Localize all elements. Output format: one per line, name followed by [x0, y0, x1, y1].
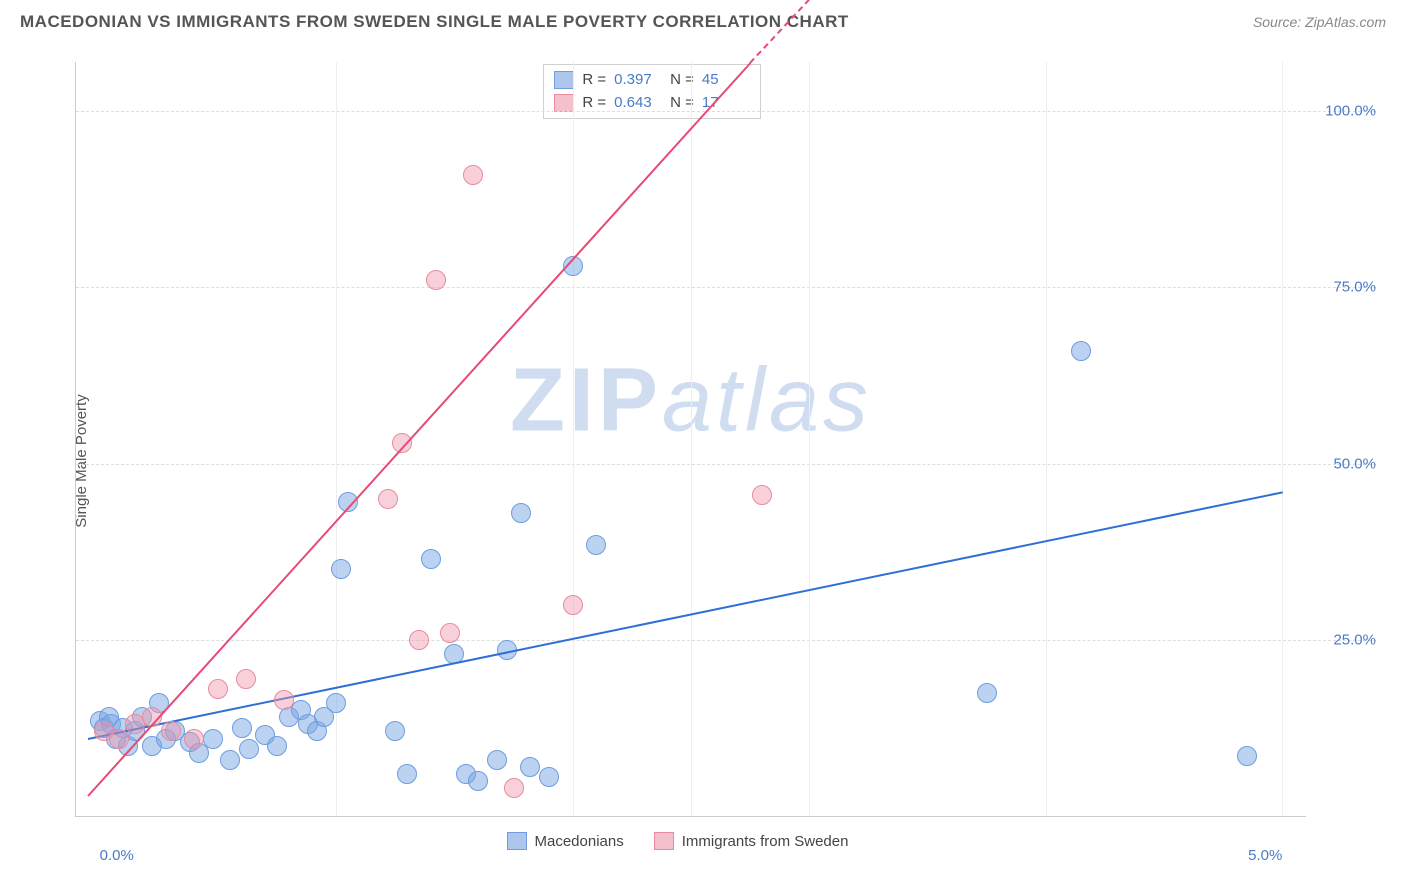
scatter-point	[203, 729, 223, 749]
chart-container: Single Male Poverty ZIPatlas R =0.397N =…	[20, 50, 1386, 872]
scatter-point	[208, 679, 228, 699]
chart-title: MACEDONIAN VS IMMIGRANTS FROM SWEDEN SIN…	[20, 12, 849, 32]
stat-r-value: 0.397	[614, 69, 662, 92]
scatter-point	[586, 535, 606, 555]
scatter-point	[331, 559, 351, 579]
scatter-point	[109, 729, 129, 749]
legend-stat-row: R =0.397N =45	[554, 69, 750, 92]
scatter-point	[385, 721, 405, 741]
scatter-point	[463, 165, 483, 185]
legend-label: Immigrants from Sweden	[682, 833, 849, 850]
x-tick-label: 5.0%	[1248, 847, 1282, 864]
legend-series: Macedonians Immigrants from Sweden	[507, 832, 849, 850]
scatter-point	[563, 595, 583, 615]
scatter-point	[326, 693, 346, 713]
legend-label: Macedonians	[535, 833, 624, 850]
scatter-point	[752, 485, 772, 505]
plot-area: ZIPatlas R =0.397N =45R =0.643N =17 Mace…	[75, 62, 1306, 817]
y-tick-label: 50.0%	[1316, 455, 1376, 472]
legend-item: Immigrants from Sweden	[654, 832, 849, 850]
legend-swatch	[554, 94, 574, 112]
legend-swatch	[554, 71, 574, 89]
gridline-vertical	[573, 62, 574, 816]
scatter-point	[274, 690, 294, 710]
gridline-horizontal	[76, 640, 1376, 641]
scatter-point	[511, 503, 531, 523]
y-tick-label: 100.0%	[1316, 103, 1376, 120]
legend-swatch	[654, 832, 674, 850]
scatter-point	[504, 778, 524, 798]
gridline-horizontal	[76, 111, 1376, 112]
scatter-point	[539, 767, 559, 787]
scatter-point	[232, 718, 252, 738]
legend-item: Macedonians	[507, 832, 624, 850]
gridline-vertical	[809, 62, 810, 816]
scatter-point	[1071, 341, 1091, 361]
gridline-horizontal	[76, 287, 1376, 288]
scatter-point	[1237, 746, 1257, 766]
scatter-point	[426, 270, 446, 290]
trend-line	[87, 62, 751, 796]
scatter-point	[378, 489, 398, 509]
x-tick-label: 0.0%	[100, 847, 134, 864]
scatter-point	[184, 729, 204, 749]
scatter-point	[161, 721, 181, 741]
chart-source: Source: ZipAtlas.com	[1253, 14, 1386, 30]
scatter-point	[236, 669, 256, 689]
scatter-point	[409, 630, 429, 650]
scatter-point	[397, 764, 417, 784]
scatter-point	[267, 736, 287, 756]
y-tick-label: 75.0%	[1316, 279, 1376, 296]
gridline-vertical	[691, 62, 692, 816]
gridline-vertical	[1046, 62, 1047, 816]
scatter-point	[468, 771, 488, 791]
scatter-point	[487, 750, 507, 770]
scatter-point	[220, 750, 240, 770]
scatter-point	[520, 757, 540, 777]
scatter-point	[440, 623, 460, 643]
y-tick-label: 25.0%	[1316, 631, 1376, 648]
scatter-point	[239, 739, 259, 759]
legend-swatch	[507, 832, 527, 850]
trend-line	[88, 492, 1283, 741]
stat-r-label: R =	[582, 69, 606, 92]
scatter-point	[421, 549, 441, 569]
scatter-point	[977, 683, 997, 703]
gridline-horizontal	[76, 464, 1376, 465]
gridline-vertical	[1282, 62, 1283, 816]
